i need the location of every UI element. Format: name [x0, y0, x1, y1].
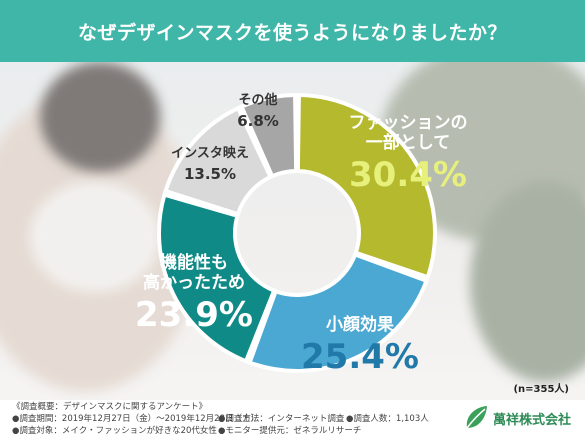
foliage-shape [470, 182, 585, 382]
sample-size-note: (n=355人) [513, 384, 569, 395]
survey-period: ●調査期間：2019年12月27日（金）～2019年12月28日（土） [12, 414, 259, 424]
slice-value-label: 25.4% [301, 337, 419, 377]
survey-method: ●調査方法：インターネット調査 [218, 414, 345, 424]
pie-slice [295, 92, 437, 280]
slice-label: インスタ映え [171, 145, 249, 161]
slice-value-label: 13.5% [184, 165, 236, 183]
slice-label: 機能性も [160, 252, 228, 273]
slice-label: 高かったため [143, 272, 245, 293]
slice-label-group: インスタ映え 13.5% [171, 145, 249, 183]
mask-shape [30, 182, 160, 292]
pie-slice [157, 192, 277, 364]
pie-slice [238, 92, 299, 179]
survey-count: ●調査人数：1,103人 [346, 414, 429, 424]
slice-label: ファッションの [349, 113, 468, 133]
slice-label: 小顔効果 [326, 314, 394, 335]
leaf-icon [466, 406, 487, 429]
slice-label: その他 [238, 92, 277, 108]
survey-target: ●調査対象：メイク・ファッションが好きな20代女性 [12, 426, 217, 436]
slice-value-label: 6.8% [237, 112, 279, 130]
slice-value-label: 23.9% [135, 295, 253, 335]
pie-slice [247, 251, 430, 373]
company-logo: 萬祥株式会社 [463, 404, 571, 432]
company-name: 萬祥株式会社 [492, 412, 571, 428]
slice-label: 一部として [366, 132, 451, 153]
page-title: なぜデザインマスクを使うようになりましたか？ [77, 21, 507, 44]
survey-overview: 《調査概要：デザインマスクに関するアンケート》 [12, 402, 208, 412]
survey-provider: ●モニター提供元：ゼネラルリサーチ [218, 426, 362, 436]
survey-footer: 《調査概要：デザインマスクに関するアンケート》 ●調査期間：2019年12月27… [0, 400, 585, 439]
hair-shape [40, 62, 160, 172]
slice-label-group: その他 6.8% [237, 92, 279, 130]
slice-value-label: 30.4% [349, 155, 467, 195]
pie-slice [163, 105, 274, 217]
header-bar: なぜデザインマスクを使うようになりましたか？ [0, 0, 585, 62]
